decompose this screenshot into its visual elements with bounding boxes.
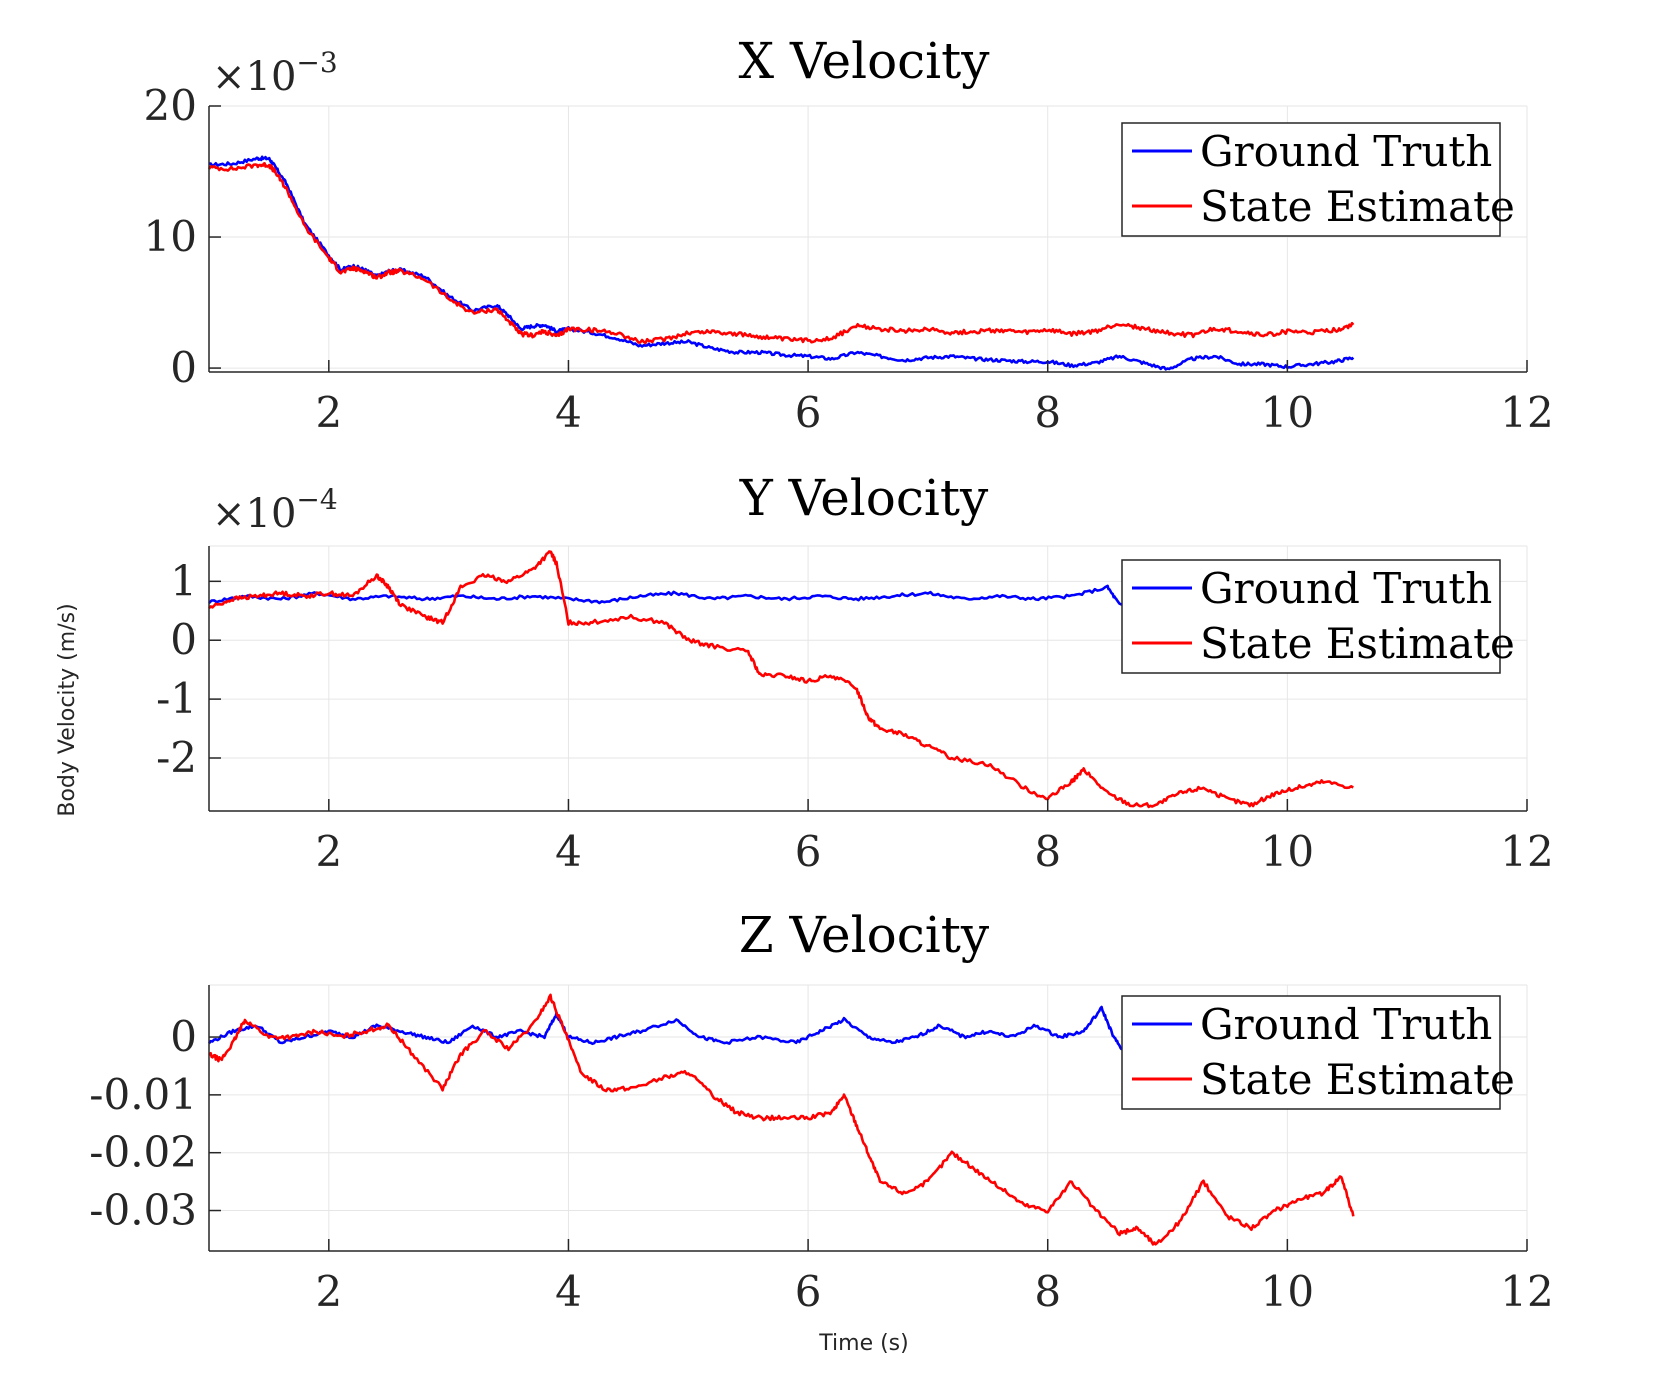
x-tick-label: 12 [1500, 1267, 1553, 1316]
y-velocity-title: Y Velocity [739, 469, 989, 527]
x-tick-label: 6 [795, 827, 822, 876]
x-velocity-multiplier: ×10−3 [212, 46, 338, 100]
y-tick-label: 0 [170, 343, 197, 392]
z-velocity-series [207, 993, 1355, 1246]
z-velocity-ticks: 2 4 6 8 10 12 -0.03 -0.02 -0.01 0 [89, 1012, 1553, 1316]
y-tick-label: 20 [144, 81, 197, 130]
legend-label-state-estimate: State Estimate [1200, 619, 1515, 668]
y-velocity-ticks: 2 4 6 8 10 12 -2 -1 0 1 [156, 556, 1554, 876]
x-velocity-title: X Velocity [738, 32, 990, 90]
x-tick-label: 6 [795, 388, 822, 437]
legend-label-state-estimate: State Estimate [1200, 1055, 1515, 1104]
shared-x-axis-label: Time (s) [818, 1331, 908, 1356]
x-tick-label: 10 [1261, 1267, 1314, 1316]
y-velocity-grid [209, 545, 1528, 811]
legend-label-ground-truth: Ground Truth [1200, 1000, 1492, 1049]
y-tick-label: 10 [144, 212, 197, 261]
y-velocity-axes [208, 546, 1528, 812]
x-velocity-axes [208, 105, 1528, 373]
x-tick-label: 10 [1261, 827, 1314, 876]
z-velocity-legend: Ground Truth State Estimate [1121, 995, 1515, 1110]
z-velocity-title: Z Velocity [739, 906, 990, 964]
x-velocity-panel: X Velocity ×10−3 2 4 6 8 10 12 0 10 20 Ground Tr… [144, 32, 1554, 437]
legend-box [1121, 122, 1501, 237]
legend-label-ground-truth: Ground Truth [1200, 127, 1492, 176]
x-velocity-series [207, 155, 1355, 371]
state-estimate-line [208, 993, 1355, 1246]
y-velocity-multiplier: ×10−4 [212, 483, 338, 537]
legend-box [1121, 995, 1501, 1110]
y-tick-label: -0.01 [89, 1070, 197, 1119]
x-tick-label: 10 [1261, 388, 1314, 437]
y-tick-label: -2 [156, 733, 197, 782]
shared-y-axis-label: Body Velocity (m/s) [55, 603, 80, 816]
x-tick-label: 8 [1034, 388, 1061, 437]
x-tick-label: 4 [555, 388, 582, 437]
x-tick-label: 4 [555, 827, 582, 876]
x-velocity-ticks: 2 4 6 8 10 12 0 10 20 [144, 81, 1554, 437]
x-tick-label: 6 [795, 1267, 822, 1316]
legend-box [1121, 559, 1501, 674]
x-velocity-legend: Ground Truth State Estimate [1121, 122, 1515, 237]
y-tick-label: -0.03 [89, 1186, 197, 1235]
x-tick-label: 4 [555, 1267, 582, 1316]
x-tick-label: 2 [315, 827, 342, 876]
x-tick-label: 8 [1034, 827, 1061, 876]
x-tick-label: 2 [315, 388, 342, 437]
y-tick-label: 0 [170, 1012, 197, 1061]
y-velocity-legend: Ground Truth State Estimate [1121, 559, 1515, 674]
x-tick-label: 8 [1034, 1267, 1061, 1316]
y-tick-label: 1 [170, 556, 197, 605]
y-velocity-panel: Y Velocity ×10−4 2 4 6 8 10 12 -2 -1 0 1 Ground T… [156, 469, 1554, 876]
x-tick-label: 12 [1500, 388, 1553, 437]
ground-truth-line [207, 1005, 1355, 1057]
z-velocity-axes [208, 985, 1528, 1252]
legend-label-ground-truth: Ground Truth [1200, 564, 1492, 613]
state-estimate-line [208, 550, 1354, 809]
legend-label-state-estimate: State Estimate [1200, 182, 1515, 231]
state-estimate-line [207, 162, 1355, 345]
y-tick-label: -1 [156, 674, 197, 723]
y-tick-label: 0 [170, 615, 197, 664]
x-tick-label: 2 [315, 1267, 342, 1316]
x-tick-label: 12 [1500, 827, 1553, 876]
z-velocity-panel: Z Velocity 2 4 6 8 10 12 -0.03 -0.02 -0.01 0 Grou… [89, 906, 1553, 1316]
y-tick-label: -0.02 [89, 1128, 197, 1177]
